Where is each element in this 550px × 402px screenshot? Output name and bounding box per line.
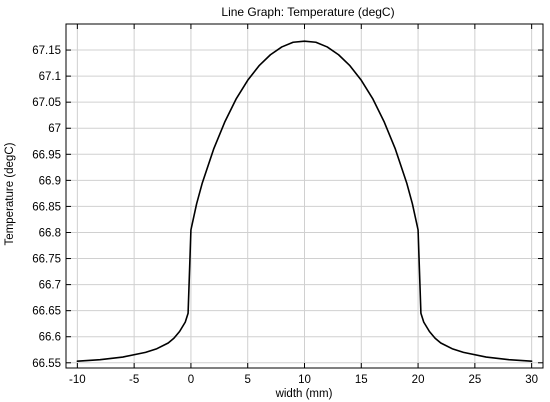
y-tick-label: 66.9: [39, 175, 61, 187]
x-axis-label: width (mm): [275, 388, 333, 400]
y-tick-label: 66.65: [32, 306, 61, 318]
y-tick-label: 66.85: [32, 201, 61, 213]
x-tick-label: 25: [468, 374, 481, 386]
chart-title: Line Graph: Temperature (degC): [221, 5, 394, 19]
grid: [66, 24, 543, 368]
x-tick-label: -5: [129, 374, 139, 386]
x-tick-label: -10: [69, 374, 86, 386]
y-tick-label: 67.15: [32, 45, 61, 57]
y-tick-label: 66.95: [32, 149, 61, 161]
x-tick-label: 0: [188, 374, 194, 386]
y-tick-label: 66.6: [39, 332, 61, 344]
x-tick-label: 20: [412, 374, 425, 386]
x-tick-label: 15: [355, 374, 368, 386]
y-tick-label: 66.75: [32, 254, 61, 266]
y-tick-label: 67.1: [39, 71, 61, 83]
x-tick-label: 10: [298, 374, 311, 386]
y-tick-label: 66.55: [32, 358, 61, 370]
y-tick-label: 67: [48, 123, 61, 135]
y-axis-label: Temperature (degC): [4, 142, 16, 245]
y-axis: 66.55 66.6 66.65 66.7 66.75 66.8 66.85 66.9 66.9…: [32, 45, 543, 370]
x-axis: -10 -5 0 5 10 15 20 25 30: [69, 24, 538, 386]
x-tick-label: 30: [525, 374, 538, 386]
series-line-1: [76, 40, 533, 363]
y-tick-label: 66.7: [39, 280, 61, 292]
y-tick-label: 66.8: [39, 227, 61, 239]
series-layer: [76, 40, 533, 363]
y-tick-label: 67.05: [32, 97, 61, 109]
x-tick-label: 5: [245, 374, 251, 386]
